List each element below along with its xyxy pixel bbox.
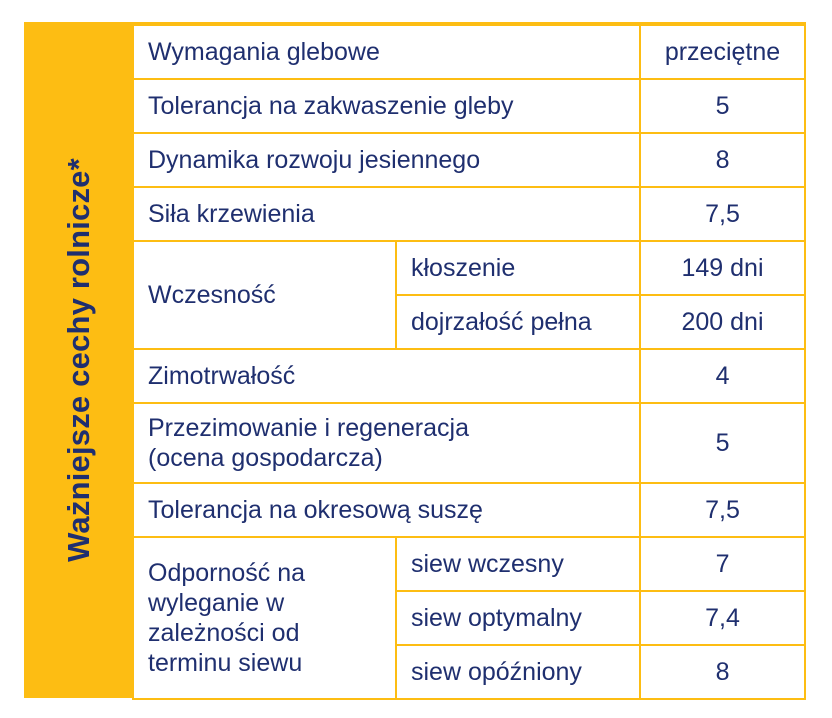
row-label-acid-tolerance: Tolerancja na zakwaszenie gleby	[131, 78, 642, 134]
row-value-soil-requirements: przeciętne	[639, 24, 807, 80]
row-label-earliness: Wczesność	[132, 240, 397, 350]
row-label-overwintering: Przezimowanie i regeneracja (ocena gospo…	[131, 402, 642, 484]
table-row: Odporność na wyleganie w zależności od t…	[132, 536, 807, 700]
row-label-lodging: Odporność na wyleganie w zależności od t…	[132, 536, 397, 700]
sub-label-heading: kłoszenie	[394, 240, 642, 296]
sidebar: Ważniejsze cechy rolnicze*	[24, 22, 134, 698]
label-line: wyleganie w	[148, 589, 285, 617]
sub-value-early-sowing: 7	[639, 536, 807, 592]
sub-label-optimal-sowing: siew optymalny	[394, 590, 642, 646]
traits-table: Wymagania glebowe przeciętne Tolerancja …	[131, 24, 807, 700]
row-value-winter-hardiness: 4	[639, 348, 807, 404]
sub-value-heading: 149 dni	[639, 240, 807, 296]
table-row: Tolerancja na zakwaszenie gleby 5	[131, 78, 807, 134]
row-value-tillering: 7,5	[639, 186, 807, 242]
table-row: Siła krzewienia 7,5	[131, 186, 807, 242]
row-label-winter-hardiness: Zimotrwałość	[131, 348, 642, 404]
label-line: terminu siewu	[148, 649, 303, 677]
sub-value-full-ripeness: 200 dni	[639, 294, 807, 350]
row-value-drought-tolerance: 7,5	[639, 482, 807, 538]
table-row: Zimotrwałość 4	[131, 348, 807, 404]
label-line: (ocena gospodarcza)	[148, 444, 383, 472]
row-value-overwintering: 5	[639, 402, 807, 484]
sub-value-late-sowing: 8	[639, 644, 807, 700]
table-row: siew optymalny 7,4	[133, 590, 807, 646]
table-row: Dynamika rozwoju jesiennego 8	[131, 132, 807, 188]
side-title: Ważniejsze cechy rolnicze*	[61, 158, 97, 562]
sub-label-full-ripeness: dojrzałość pełna	[394, 294, 642, 350]
sub-label-early-sowing: siew wczesny	[394, 536, 642, 592]
table-row: Tolerancja na okresową suszę 7,5	[131, 482, 807, 538]
table-row: Wymagania glebowe przeciętne	[131, 24, 807, 80]
label-line: Odporność na	[148, 559, 306, 587]
table-row: dojrzałość pełna 200 dni	[133, 294, 807, 350]
row-value-autumn-development: 8	[639, 132, 807, 188]
label-line: zależności od	[148, 619, 300, 647]
row-label-autumn-development: Dynamika rozwoju jesiennego	[131, 132, 642, 188]
row-value-acid-tolerance: 5	[639, 78, 807, 134]
row-label-soil-requirements: Wymagania glebowe	[131, 24, 642, 80]
table-row: Wczesność kłoszenie 149 dni	[132, 240, 807, 350]
table-row: Przezimowanie i regeneracja (ocena gospo…	[131, 402, 807, 484]
row-label-drought-tolerance: Tolerancja na okresową suszę	[131, 482, 642, 538]
row-label-tillering: Siła krzewienia	[131, 186, 642, 242]
label-line: Przezimowanie i regeneracja	[148, 414, 469, 442]
sub-value-optimal-sowing: 7,4	[639, 590, 807, 646]
sub-label-late-sowing: siew opóźniony	[394, 644, 642, 700]
table-row: siew opóźniony 8	[133, 644, 807, 700]
